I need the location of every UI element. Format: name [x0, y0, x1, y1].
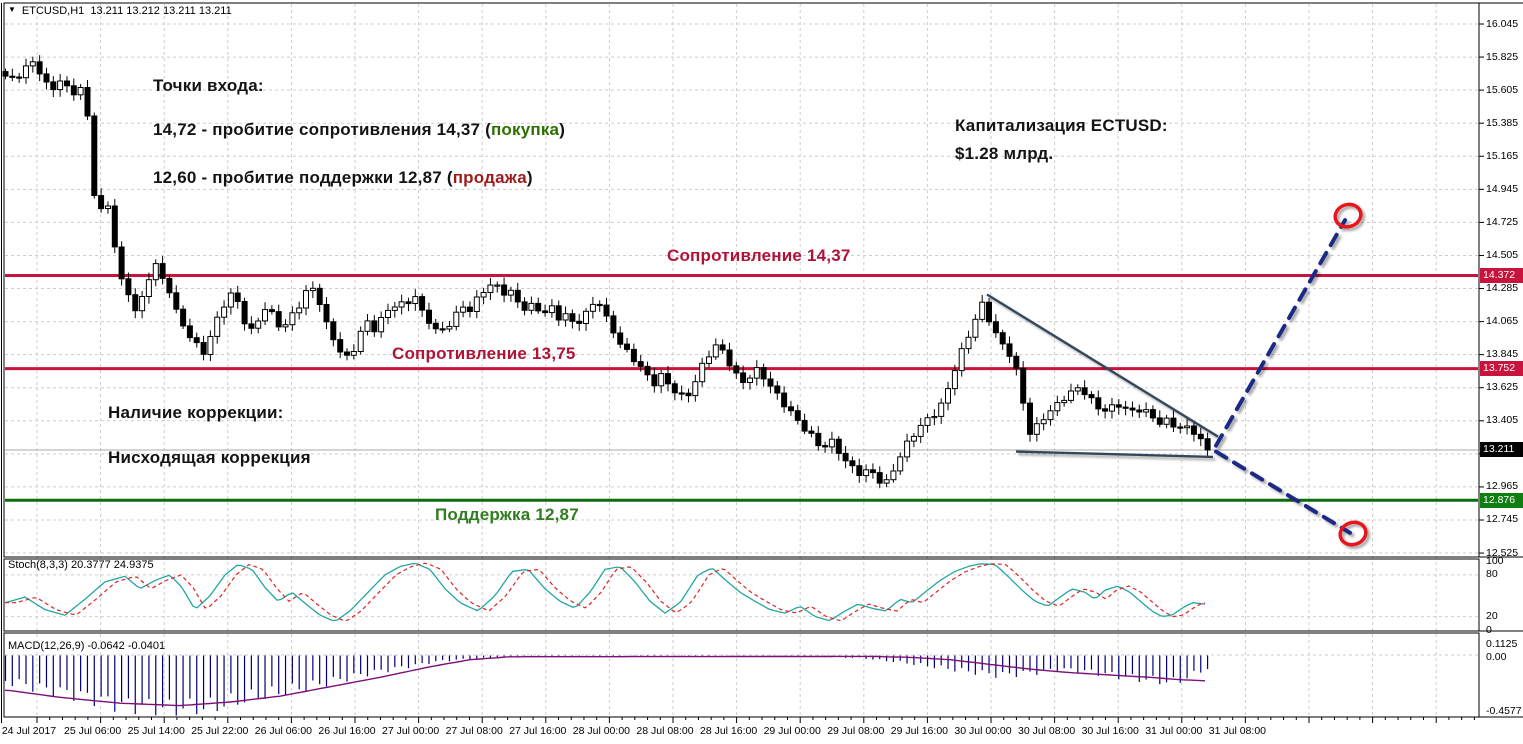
stoch-axis-label: 0 — [1486, 624, 1492, 636]
time-axis-label: 25 Jul 22:00 — [191, 725, 249, 737]
resistance1-label: Сопротивление 14,37 — [667, 246, 851, 265]
price-badge: 12.876 — [1480, 492, 1523, 508]
trend-objects-layer[interactable] — [986, 201, 1369, 548]
candles-layer — [2, 55, 1211, 489]
symbol-dropdown-icon[interactable]: ▼ — [8, 5, 16, 14]
time-axis-label: 28 Jul 16:00 — [699, 725, 758, 737]
indicators-layer — [4, 562, 1209, 716]
macd-axis-label: 0.1125 — [1486, 637, 1518, 650]
price-axis-label: 15.825 — [1486, 50, 1519, 63]
support-label: Поддержка 12,87 — [435, 505, 579, 524]
capitalization-line1: Капитализация ECTUSD: — [955, 116, 1168, 135]
entry-point-buy: 14,72 - пробитие сопротивления 14,37 (по… — [153, 120, 565, 140]
entry-buy-highlight: покупка — [490, 120, 560, 139]
entry-sell-text: 12,60 - пробитие поддержки 12,87 ( — [153, 168, 453, 187]
price-axis-label: 13.625 — [1486, 381, 1519, 394]
time-axis-label: 25 Jul 06:00 — [63, 725, 122, 737]
time-axis-label: 27 Jul 08:00 — [445, 725, 503, 737]
macd-header-label: MACD(12,26,9) -0.0642 -0.0401 — [8, 640, 166, 652]
entry-point-sell: 12,60 - пробитие поддержки 12,87 (продаж… — [153, 168, 533, 188]
time-axis-label: 27 Jul 00:00 — [381, 725, 440, 737]
time-axis-label: 30 Jul 16:00 — [1081, 725, 1139, 737]
time-axis-label: 24 Jul 2017 — [1, 725, 57, 737]
capitalization-line2: $1.28 млрд. — [955, 144, 1054, 163]
correction-text: Нисходящая коррекция — [108, 448, 311, 467]
time-axis-label: 30 Jul 08:00 — [1017, 725, 1076, 737]
price-axis-label: 16.045 — [1486, 17, 1519, 30]
price-axis-label: 12.965 — [1486, 480, 1519, 493]
symbol-timeframe-label: ETCUSD,H1 — [21, 5, 85, 17]
time-axis-label: 31 Jul 08:00 — [1208, 725, 1266, 737]
chart-title-bar: ▼ ETCUSD,H1 13.211 13.212 13.211 13.211 — [8, 5, 232, 17]
price-axis-label: 12.525 — [1486, 546, 1519, 559]
time-axis-label: 29 Jul 00:00 — [763, 725, 821, 737]
price-axis-label: 15.165 — [1486, 149, 1519, 162]
ohlc-values: 13.211 13.212 13.211 13.211 — [90, 5, 232, 17]
price-axis-label: 14.505 — [1486, 248, 1519, 261]
time-axis-label: 31 Jul 00:00 — [1145, 725, 1203, 737]
price-axis-label: 14.065 — [1486, 315, 1519, 328]
time-axis-label: 28 Jul 00:00 — [572, 725, 630, 737]
entry-buy-close: ) — [559, 120, 566, 139]
frame-layer — [1, 2, 1523, 723]
time-axis-label: 25 Jul 14:00 — [127, 725, 185, 737]
entry-buy-text: 14,72 - пробитие сопротивления 14,37 ( — [153, 120, 491, 139]
time-axis-label: 29 Jul 16:00 — [890, 725, 948, 737]
entry-points-title: Точки входа: — [153, 76, 264, 95]
time-axis-label: 26 Jul 06:00 — [254, 725, 312, 737]
correction-title: Наличие коррекции: — [108, 403, 284, 422]
time-axis-label: 26 Jul 16:00 — [318, 725, 376, 737]
stoch-axis-label: 20 — [1486, 610, 1498, 623]
macd-axis-label: 0.00 — [1486, 651, 1507, 663]
time-axis-label: 29 Jul 08:00 — [827, 725, 885, 737]
price-badge: 13.211 — [1480, 442, 1523, 458]
time-axis-label: 27 Jul 16:00 — [509, 725, 567, 737]
stoch-axis-label: 80 — [1486, 568, 1498, 581]
price-axis-label: 14.945 — [1486, 182, 1519, 195]
resistance2-label: Сопротивление 13,75 — [392, 344, 576, 363]
time-axis-label: 30 Jul 00:00 — [954, 725, 1012, 737]
grid-layer — [5, 4, 1478, 717]
level-lines-layer[interactable] — [5, 273, 1478, 502]
entry-sell-highlight: продажа — [452, 168, 527, 187]
price-axis-label: 14.725 — [1486, 215, 1519, 228]
price-axis-label: 12.745 — [1486, 513, 1519, 526]
price-axis-label: 13.405 — [1486, 414, 1519, 427]
price-axis-label: 15.385 — [1486, 116, 1519, 129]
entry-sell-close: ) — [526, 168, 533, 187]
stoch-axis-label: 100 — [1486, 554, 1504, 567]
price-badge: 13.752 — [1480, 361, 1523, 377]
price-axis-label: 15.605 — [1486, 83, 1519, 96]
price-badge: 14.372 — [1480, 267, 1523, 283]
price-axis-label: 13.845 — [1486, 348, 1519, 361]
price-axis-label: 14.285 — [1486, 282, 1519, 295]
stoch-header-label: Stoch(8,3,3) 20.3777 24.9375 — [8, 559, 154, 571]
macd-axis-label: -0.4577 — [1486, 704, 1522, 717]
time-axis-label: 28 Jul 08:00 — [636, 725, 694, 737]
